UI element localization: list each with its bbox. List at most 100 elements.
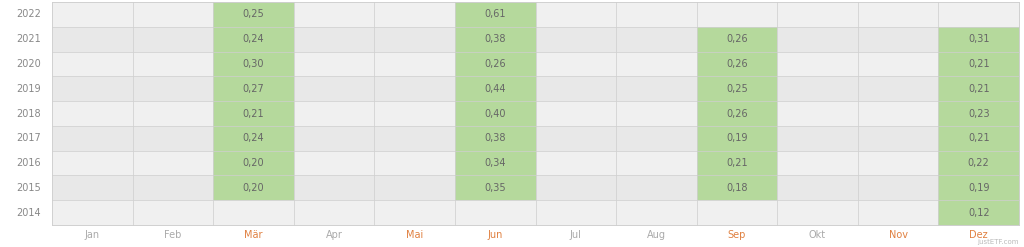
Bar xyxy=(375,101,455,126)
Text: justETF.com: justETF.com xyxy=(978,239,1019,245)
Bar xyxy=(375,151,455,175)
Bar xyxy=(616,101,696,126)
Text: 2021: 2021 xyxy=(16,34,41,44)
Bar xyxy=(132,27,213,52)
Bar xyxy=(696,200,777,225)
Text: 0,38: 0,38 xyxy=(484,34,506,44)
Text: 0,26: 0,26 xyxy=(484,59,506,69)
Bar xyxy=(777,175,858,200)
Bar xyxy=(536,151,616,175)
Bar xyxy=(696,126,777,151)
Text: Jan: Jan xyxy=(85,230,100,240)
Bar xyxy=(536,126,616,151)
Bar xyxy=(858,76,938,101)
Bar xyxy=(375,175,455,200)
Text: Jul: Jul xyxy=(569,230,582,240)
Bar xyxy=(455,76,536,101)
Text: 2020: 2020 xyxy=(16,59,41,69)
Text: 0,31: 0,31 xyxy=(968,34,989,44)
Bar xyxy=(938,101,1019,126)
Text: Feb: Feb xyxy=(164,230,181,240)
Text: 0,61: 0,61 xyxy=(484,9,506,19)
Bar xyxy=(858,175,938,200)
Text: 0,21: 0,21 xyxy=(968,84,989,94)
Bar xyxy=(858,27,938,52)
Text: Mai: Mai xyxy=(406,230,423,240)
Bar xyxy=(52,200,132,225)
Bar xyxy=(213,151,294,175)
Bar xyxy=(52,126,132,151)
Bar xyxy=(455,101,536,126)
Text: 2016: 2016 xyxy=(16,158,41,168)
Bar xyxy=(455,175,536,200)
Bar xyxy=(132,151,213,175)
Bar xyxy=(52,27,132,52)
Bar xyxy=(294,76,375,101)
Bar xyxy=(696,27,777,52)
Bar xyxy=(132,175,213,200)
Bar xyxy=(52,101,132,126)
Text: 0,34: 0,34 xyxy=(484,158,506,168)
Bar xyxy=(294,175,375,200)
Bar xyxy=(132,200,213,225)
Bar xyxy=(132,126,213,151)
Text: 0,44: 0,44 xyxy=(484,84,506,94)
Bar xyxy=(616,27,696,52)
Bar xyxy=(455,2,536,27)
Text: 2017: 2017 xyxy=(16,133,41,143)
Bar xyxy=(777,151,858,175)
Bar xyxy=(858,200,938,225)
Bar xyxy=(858,52,938,76)
Text: 0,40: 0,40 xyxy=(484,108,506,119)
Bar xyxy=(777,126,858,151)
Bar xyxy=(696,101,777,126)
Bar xyxy=(132,52,213,76)
Bar xyxy=(777,2,858,27)
Text: 0,25: 0,25 xyxy=(726,84,748,94)
Bar xyxy=(938,2,1019,27)
Bar xyxy=(616,126,696,151)
Bar xyxy=(616,151,696,175)
Bar xyxy=(616,175,696,200)
Text: 2015: 2015 xyxy=(16,183,41,193)
Text: 0,27: 0,27 xyxy=(243,84,264,94)
Text: 0,26: 0,26 xyxy=(726,59,748,69)
Bar xyxy=(938,52,1019,76)
Text: Aug: Aug xyxy=(647,230,666,240)
Text: Apr: Apr xyxy=(326,230,342,240)
Bar xyxy=(375,200,455,225)
Bar xyxy=(455,151,536,175)
Bar xyxy=(858,126,938,151)
Bar xyxy=(52,151,132,175)
Bar xyxy=(132,2,213,27)
Bar xyxy=(455,27,536,52)
Bar xyxy=(375,52,455,76)
Bar xyxy=(938,151,1019,175)
Text: 0,20: 0,20 xyxy=(243,183,264,193)
Bar xyxy=(213,27,294,52)
Bar xyxy=(858,2,938,27)
Text: 0,23: 0,23 xyxy=(968,108,989,119)
Text: 0,24: 0,24 xyxy=(243,34,264,44)
Text: 2014: 2014 xyxy=(16,208,41,218)
Text: 0,20: 0,20 xyxy=(243,158,264,168)
Text: Sep: Sep xyxy=(728,230,746,240)
Text: 0,30: 0,30 xyxy=(243,59,264,69)
Text: 0,24: 0,24 xyxy=(243,133,264,143)
Bar xyxy=(858,151,938,175)
Bar xyxy=(52,2,132,27)
Text: Dez: Dez xyxy=(970,230,988,240)
Text: 0,38: 0,38 xyxy=(484,133,506,143)
Bar xyxy=(375,27,455,52)
Bar xyxy=(213,101,294,126)
Bar xyxy=(294,200,375,225)
Text: 2018: 2018 xyxy=(16,108,41,119)
Bar xyxy=(294,52,375,76)
Bar xyxy=(294,2,375,27)
Bar xyxy=(777,101,858,126)
Bar xyxy=(536,52,616,76)
Bar xyxy=(616,52,696,76)
Bar xyxy=(213,52,294,76)
Bar xyxy=(132,101,213,126)
Text: 0,25: 0,25 xyxy=(243,9,264,19)
